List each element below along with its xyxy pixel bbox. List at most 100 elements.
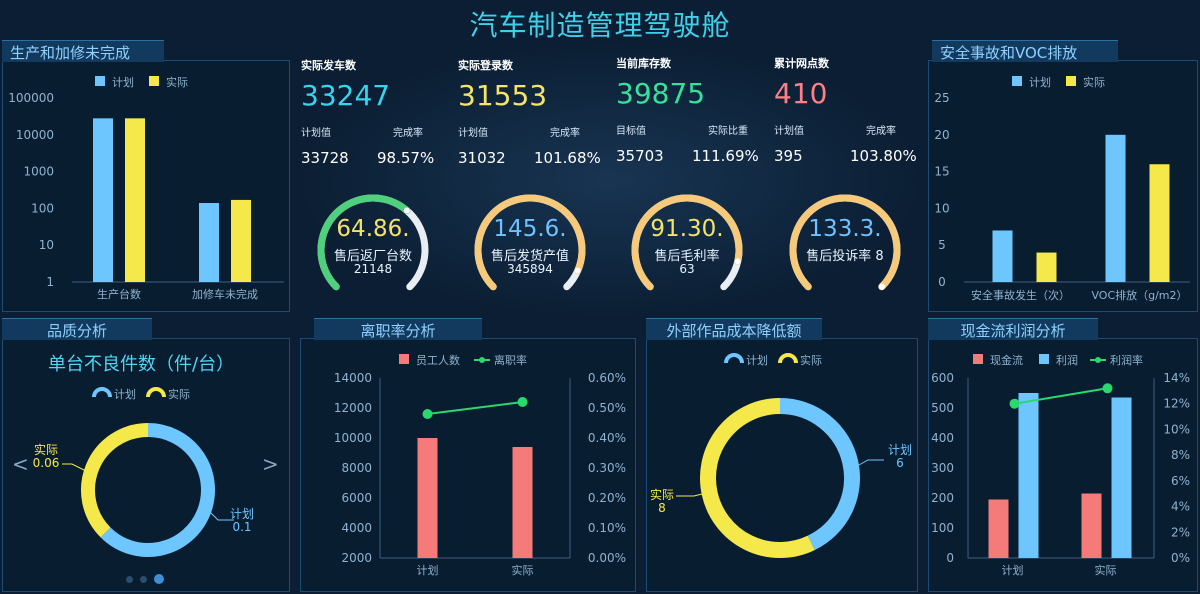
bar [1111,397,1132,558]
kpi-label: 当前库存数 [616,57,671,70]
gauge-label: 售后发货产值 [490,249,569,264]
slice-leader-line [849,459,884,471]
cost-panel-title: 外部作品成本降低额 [646,318,822,340]
gauge-number: 345894 [507,262,553,276]
turnover-panel [300,338,636,592]
kpi-3: 当前库存数 39875 目标值 实际比重 35703 111.69% [616,55,759,165]
kpi-value: 31553 [458,79,548,112]
gauge-label: 售后返厂台数 [333,249,412,264]
y2-tick-label: 0.30% [588,461,626,475]
kpi-sub2-label: 完成率 [393,128,423,139]
legend-label: 计划 [746,354,768,367]
legend-swatch-dot [1095,357,1101,363]
gauge-value: 91.30. [650,216,724,242]
world-map-background [290,40,930,320]
legend-label: 计划 [1029,76,1051,89]
gauge-tip [734,258,741,265]
kpi-label: 实际发车数 [301,59,356,72]
y-tick-label: 500 [931,401,954,415]
kpi-sub2-value: 103.80% [850,147,917,165]
y-tick-label: 0 [938,275,946,289]
x-tick-label: 生产台数 [97,287,141,301]
y-tick-label: 15 [934,165,949,179]
kpi-sub2-label: 实际比重 [708,126,748,137]
legend-swatch [149,76,159,86]
y2-tick-label: 0% [1171,551,1190,565]
bar [512,447,533,558]
kpi-1: 实际发车数 33247 计划值 完成率 33728 98.57% [301,57,434,167]
gauge-2: 145.6. 售后发货产值 345894 [470,190,590,310]
slice-leader-line [207,509,234,521]
legend-label: 现金流 [990,353,1023,367]
bar [992,230,1013,282]
gauge-label: 售后投诉率 8 [806,249,884,264]
kpi-sub2-value: 111.69% [692,147,759,165]
gauge-fill [474,194,586,291]
line-series [427,401,523,415]
kpi-sub1-value: 395 [774,147,803,165]
carousel-dots[interactable] [126,574,164,584]
y-tick-label: 100 [931,521,954,535]
line-point [1009,398,1020,409]
slice-leader-line [62,463,89,473]
y-tick-label: 400 [931,431,954,445]
y-tick-label: 600 [931,371,954,385]
bar [1081,493,1102,558]
prev-arrow-icon[interactable]: < [12,452,29,476]
kpi-value: 410 [774,77,828,110]
donut-slice [81,423,149,538]
carousel-dot[interactable] [140,576,147,583]
legend-swatch [95,76,105,86]
gauge-4: 133.3. 售后投诉率 8 [785,190,905,310]
slice-label: 实际 [650,487,674,502]
cashflow-panel-title: 现金流利润分析 [928,318,1098,340]
y-tick-label: 200 [931,491,954,505]
gauge-value: 145.6. [493,216,567,242]
bar [417,438,438,558]
y-tick-label: 10000 [334,431,372,445]
legend-label: 实际 [166,75,188,89]
bar [125,118,145,282]
kpi-sub2-value: 101.68% [534,149,601,167]
x-tick-label: 实际 [1095,563,1117,577]
next-arrow-icon[interactable]: > [262,452,279,476]
legend-label: 计划 [112,76,134,89]
y-tick-label: 20 [934,128,949,142]
legend-label: 实际 [1083,75,1105,89]
gauge-ring [631,194,743,291]
gauge-ring [317,194,429,291]
y-tick-label: 10 [39,238,54,252]
bar [199,203,219,282]
gauge-1: 64.86. 售后返厂台数 21148 [313,190,433,310]
legend-label: 员工人数 [416,354,460,367]
y-tick-label: 10 [934,201,949,215]
y2-tick-label: 12% [1163,397,1190,411]
y-tick-label: 12000 [334,401,372,415]
legend-label: 计划 [114,388,136,401]
legend-swatch [1039,354,1049,364]
line-point [517,397,528,407]
kpi-sub1-label: 目标值 [616,126,646,137]
legend-label: 实际 [800,353,822,367]
gauge-fill [631,194,743,291]
kpi-sub1-label: 计划值 [301,128,331,139]
y2-tick-label: 0.10% [588,521,626,535]
y-tick-label: 100000 [8,91,54,105]
gauge-tip [878,283,885,290]
carousel-dot[interactable] [126,576,133,583]
y-tick-label: 10000 [16,128,54,142]
y2-tick-label: 0.60% [588,371,626,385]
carousel-dot-active[interactable] [154,574,164,584]
y-tick-label: 5 [938,238,946,252]
gauge-number: 21148 [353,262,393,276]
slice-label: 计划 [230,507,254,521]
production-chart: 计划 实际 100000 10000 1000 100 10 1 生产台数 加修车未完成 [8,75,284,301]
y2-tick-label: 0.20% [588,491,626,505]
x-tick-label: VOC排放（g/m2） [1091,288,1187,302]
bar [231,199,251,282]
y-tick-label: 1000 [23,165,54,179]
kpi-sub2-value: 98.57% [377,149,435,167]
y-tick-label: 6000 [341,491,372,505]
